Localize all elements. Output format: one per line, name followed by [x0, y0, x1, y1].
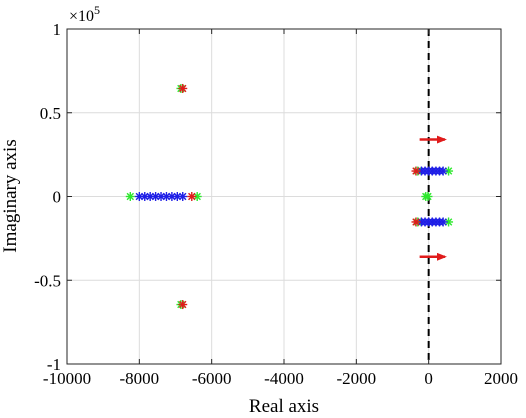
x-axis-label: Real axis — [249, 396, 319, 417]
y-tick-label: -0.5 — [34, 271, 61, 290]
y-axis-label: Imaginary axis — [0, 139, 21, 252]
data-point — [438, 217, 448, 227]
y-exponent-label: ×105 — [69, 3, 100, 25]
x-tick-label: -6000 — [192, 369, 232, 388]
data-points — [125, 83, 454, 310]
y-tick-label: -1 — [47, 355, 61, 374]
x-tick-label: 2000 — [484, 369, 518, 388]
data-point — [172, 192, 182, 201]
data-point — [423, 192, 433, 201]
x-tick-label: 0 — [424, 369, 433, 388]
x-tick-label: -2000 — [336, 369, 376, 388]
data-point — [192, 192, 202, 201]
arrows-group — [419, 135, 447, 261]
data-point — [178, 83, 188, 93]
y-tick-label: 1 — [53, 20, 62, 39]
data-point — [411, 166, 421, 176]
y-tick-label: 0 — [53, 188, 62, 207]
data-point — [167, 192, 177, 201]
data-point — [411, 217, 421, 227]
x-tick-label: -4000 — [264, 369, 304, 388]
data-point — [125, 192, 135, 201]
data-point — [187, 192, 197, 201]
data-point — [438, 166, 448, 176]
data-point — [178, 192, 188, 201]
axis-ticks: -10000 -8000 -6000 -4000 -2000 0 2000 -1 -0.5 0 0.… — [34, 20, 518, 388]
x-tick-label: -10000 — [43, 369, 91, 388]
y-exponent-power: 5 — [94, 3, 100, 17]
data-point — [178, 300, 188, 310]
y-tick-label: 0.5 — [40, 104, 61, 123]
x-tick-label: -8000 — [119, 369, 159, 388]
